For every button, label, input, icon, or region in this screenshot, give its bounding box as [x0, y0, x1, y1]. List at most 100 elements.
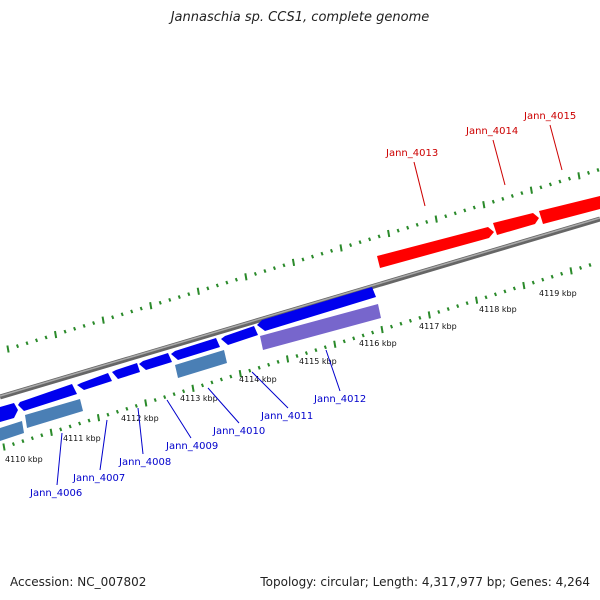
outer-tick [225, 280, 229, 285]
outer-tick [577, 172, 581, 180]
gene-labels: Jann_4013 Jann_4014 Jann_4015 Jann_4006 Jann… [29, 111, 576, 499]
outer-tick [586, 170, 591, 175]
outer-tick [387, 229, 391, 238]
outer-tick [120, 312, 124, 317]
outer-tick [206, 286, 210, 291]
outer-tick [158, 300, 162, 305]
inner-tick [427, 311, 431, 319]
gene-label[interactable]: Jann_4010 [212, 426, 265, 437]
outer-tick [415, 222, 419, 227]
outer-tick [168, 297, 172, 302]
gene-blue-5[interactable] [139, 353, 172, 370]
inner-tick [446, 307, 450, 311]
outer-tick [130, 309, 134, 314]
gene-label[interactable]: Jann_4009 [165, 441, 218, 452]
inner-tick [456, 304, 460, 309]
gene-label[interactable]: Jann_4011 [260, 411, 313, 422]
gene-leader-line [56, 432, 63, 486]
inner-tick [78, 421, 82, 426]
inner-tick [106, 412, 110, 417]
scale-label: 4112 kbp [121, 414, 159, 423]
gene-blue-3[interactable] [77, 373, 112, 390]
gene-steel-1[interactable] [0, 421, 24, 441]
gene-leader-line [413, 161, 426, 207]
scale-labels: 4110 kbp 4111 kbp 4112 kbp 4113 kbp 4114 kbp… [5, 289, 577, 464]
inner-tick [371, 330, 375, 335]
outer-tick [396, 228, 400, 233]
inner-tick [49, 428, 53, 436]
outer-tick [463, 208, 467, 213]
outer-tick [253, 271, 257, 276]
outer-tick [434, 215, 438, 223]
inner-tick [200, 383, 205, 388]
gene-leader-line [325, 349, 341, 392]
gene-blue-7[interactable] [221, 326, 258, 345]
gene-blue-6[interactable] [171, 338, 220, 360]
inner-tick [2, 443, 6, 451]
inner-tick [380, 325, 384, 334]
outer-tick [567, 176, 571, 181]
inner-tick [210, 380, 214, 385]
gene-jann-4013[interactable] [377, 227, 494, 268]
scale-label: 4115 kbp [299, 357, 337, 366]
scale-label: 4119 kbp [539, 289, 577, 298]
outer-tick [234, 277, 238, 282]
inner-tick [512, 286, 516, 291]
inner-tick [248, 368, 252, 373]
scale-label: 4111 kbp [63, 434, 101, 443]
outer-tick-line [6, 168, 600, 353]
gene-steel-2[interactable] [25, 399, 83, 428]
inner-tick [437, 310, 441, 314]
outer-tick [291, 258, 296, 267]
page-title: Jannaschia sp. CCS1, complete genome [170, 10, 430, 25]
outer-tick [377, 234, 381, 239]
gene-jann-4015[interactable] [539, 196, 600, 224]
scale-label: 4118 kbp [479, 305, 517, 314]
inner-tick [323, 345, 327, 350]
inner-tick [144, 399, 148, 407]
scale-label: 4113 kbp [180, 394, 218, 403]
gene-leader-line [166, 399, 192, 439]
gene-leader-line [492, 139, 506, 186]
gene-label[interactable]: Jann_4008 [118, 457, 171, 468]
gene-label[interactable]: Jann_4006 [29, 488, 82, 499]
gene-blue-2[interactable] [18, 384, 77, 411]
outer-tick [263, 269, 267, 273]
inner-tick [342, 339, 346, 344]
gene-label[interactable]: Jann_4013 [385, 148, 438, 159]
gene-blue-4[interactable] [112, 363, 140, 379]
outer-tick [310, 254, 315, 259]
inner-tick [229, 374, 233, 379]
outer-tick [111, 315, 115, 320]
inner-tick [125, 406, 129, 411]
outer-tick [368, 237, 372, 242]
outer-tick [244, 273, 248, 281]
inner-tick [87, 418, 91, 423]
inner-tick [276, 359, 280, 364]
inner-tick [295, 354, 299, 358]
inner-tick [257, 365, 261, 370]
gene-blue-8[interactable] [257, 287, 376, 331]
gene-purple-1[interactable] [260, 304, 381, 350]
gene-label[interactable]: Jann_4012 [313, 394, 366, 405]
inner-tick [59, 427, 63, 432]
inner-tick [361, 333, 365, 338]
outer-tick [44, 335, 48, 340]
gene-label[interactable]: Jann_4007 [72, 473, 125, 484]
gene-steel-3[interactable] [175, 350, 227, 378]
inner-tick [465, 301, 469, 306]
gene-jann-4014[interactable] [493, 213, 539, 235]
gene-leader-line [99, 419, 108, 471]
gene-label[interactable]: Jann_4014 [465, 126, 518, 137]
outer-tick [101, 316, 105, 324]
outer-tick [472, 205, 476, 210]
inner-tick [238, 369, 242, 378]
outer-tick [529, 186, 533, 194]
outer-tick [149, 302, 153, 310]
gene-blue-1[interactable] [0, 403, 18, 422]
inner-tick [408, 318, 412, 323]
gene-label[interactable]: Jann_4015 [523, 111, 576, 122]
outer-tick [187, 292, 191, 297]
outer-tick [177, 295, 181, 299]
